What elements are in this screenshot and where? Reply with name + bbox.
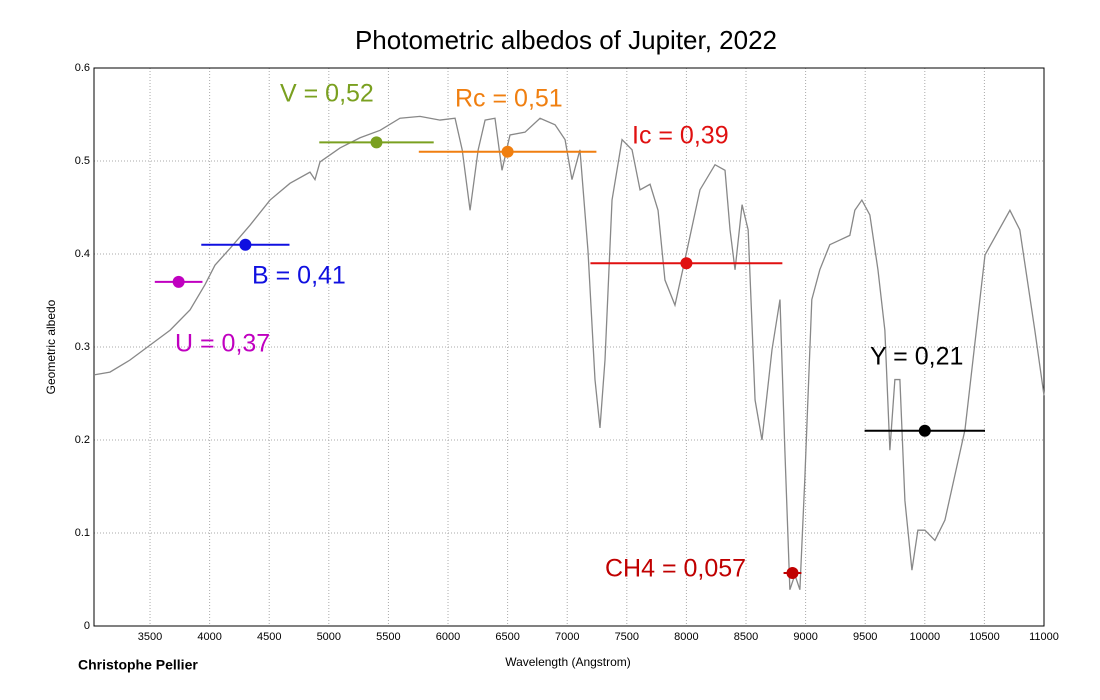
photometry-point <box>501 145 514 158</box>
y-tick-label: 0 <box>84 620 90 632</box>
x-tick-label: 6000 <box>436 631 460 643</box>
y-tick-label: 0.3 <box>75 341 90 353</box>
photometry-point <box>786 566 799 579</box>
x-tick-label: 5000 <box>317 631 341 643</box>
photometry-point <box>680 257 693 270</box>
photometry-point <box>172 275 185 288</box>
chart-title: Photometric albedos of Jupiter, 2022 <box>355 25 777 55</box>
data-label: Y = 0,21 <box>870 343 963 371</box>
data-label: CH4 = 0,057 <box>605 555 746 583</box>
y-tick-label: 0.2 <box>75 434 90 446</box>
x-tick-label: 7000 <box>555 631 579 643</box>
y-tick-label: 0.5 <box>75 155 90 167</box>
x-tick-label: 9000 <box>793 631 817 643</box>
y-tick-label: 0.4 <box>75 248 90 260</box>
credit: Christophe Pellier <box>78 657 198 673</box>
x-tick-label: 10000 <box>910 631 941 643</box>
x-tick-label: 4500 <box>257 631 281 643</box>
y-axis-label: Geometric albedo <box>44 299 58 394</box>
data-label: Ic = 0,39 <box>632 122 729 150</box>
x-tick-label: 9500 <box>853 631 877 643</box>
x-tick-label: 4000 <box>197 631 221 643</box>
photometry-point <box>918 424 931 437</box>
data-label: B = 0,41 <box>252 262 346 290</box>
x-tick-label: 8500 <box>734 631 758 643</box>
spectrum-line <box>93 115 1045 590</box>
y-tick-label: 0.6 <box>75 62 90 74</box>
photometry-point <box>239 238 252 251</box>
x-tick-label: 7500 <box>615 631 639 643</box>
data-label: Rc = 0,51 <box>455 85 563 113</box>
x-tick-label: 5500 <box>376 631 400 643</box>
x-tick-label: 6500 <box>495 631 519 643</box>
photometry-point <box>370 136 383 149</box>
y-tick-label: 0.1 <box>75 527 90 539</box>
x-tick-label: 10500 <box>969 631 1000 643</box>
x-axis-label: Wavelength (Angstrom) <box>505 655 631 669</box>
x-tick-label: 8000 <box>674 631 698 643</box>
data-label: U = 0,37 <box>175 330 270 358</box>
x-tick-label: 3500 <box>138 631 162 643</box>
data-label: V = 0,52 <box>280 80 374 108</box>
plot-frame <box>93 67 1045 627</box>
x-tick-label: 11000 <box>1029 631 1059 643</box>
